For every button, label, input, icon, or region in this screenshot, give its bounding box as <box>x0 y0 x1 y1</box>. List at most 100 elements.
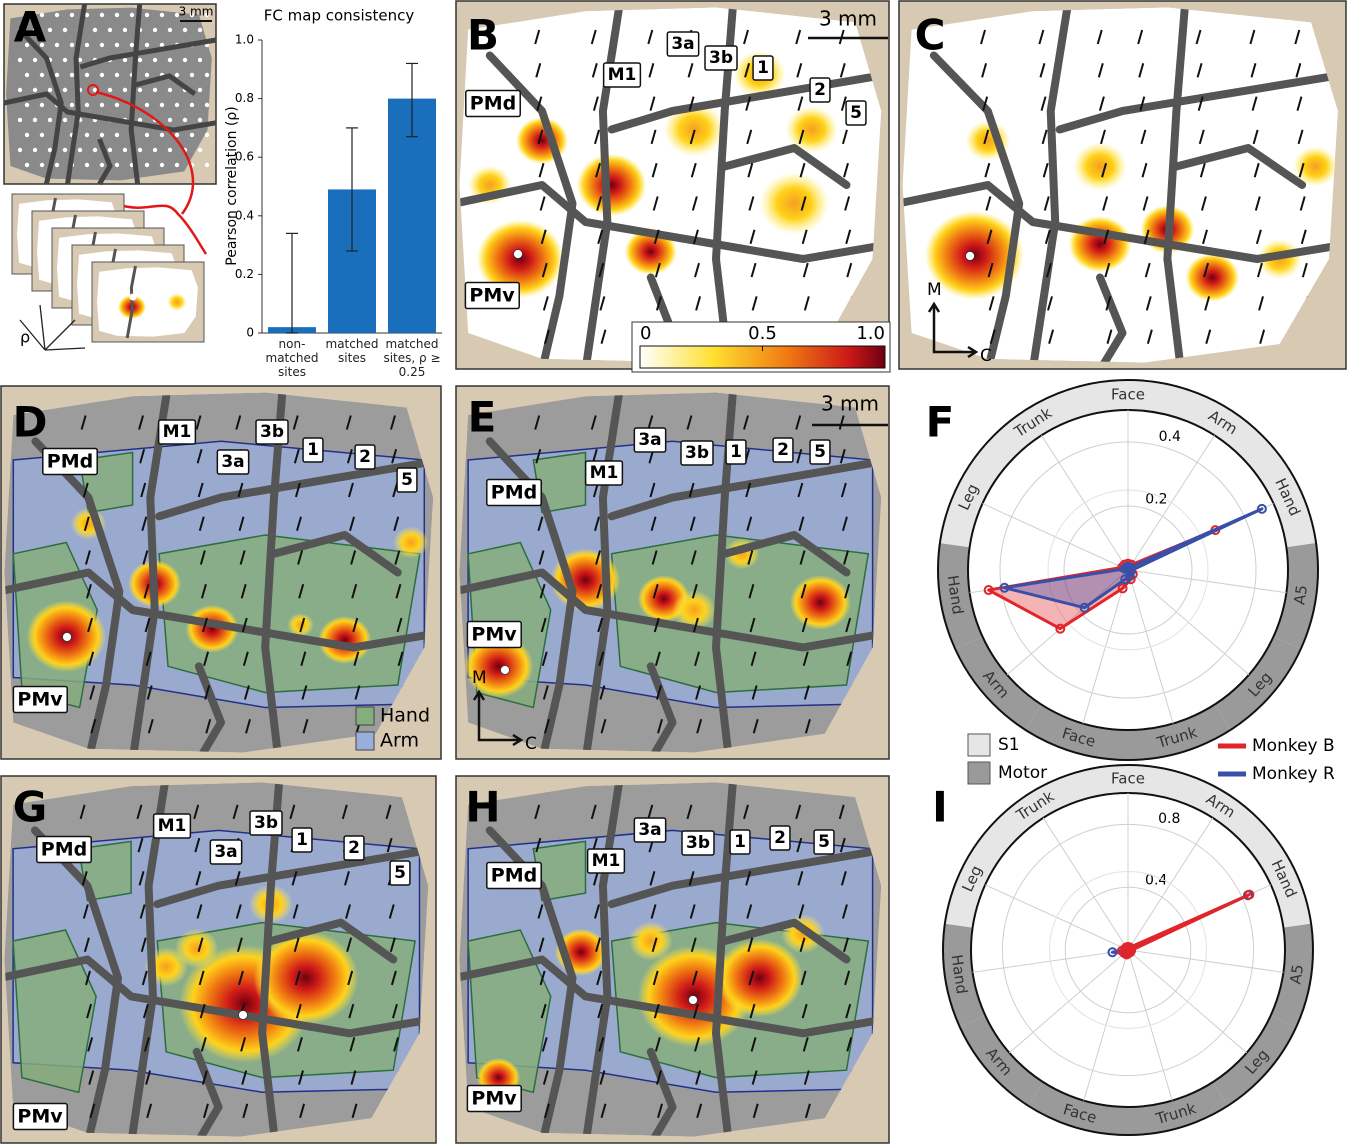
electrode-site <box>138 148 142 152</box>
electrode-site <box>85 43 89 47</box>
electrode-site <box>40 103 44 107</box>
activation-blob <box>716 939 803 1017</box>
x-tick-label: non-matched sites <box>260 337 324 379</box>
y-tick-label: 0.6 <box>235 150 254 164</box>
activation-blob <box>1069 216 1132 273</box>
electrode-site <box>138 58 142 62</box>
electrode-site <box>55 13 59 17</box>
seed-point <box>501 666 510 675</box>
r-tick-label: 0.2 <box>1145 491 1167 507</box>
area-label: 3a <box>638 430 661 450</box>
area-label: PMv <box>471 624 517 646</box>
x-tick-label-box: matched sites, ρ ≥ 0.25 <box>380 337 444 393</box>
electrode-site <box>168 88 172 92</box>
area-label: M1 <box>163 422 192 442</box>
electrode-site <box>190 73 194 77</box>
area-label: 3a <box>214 842 237 862</box>
seed-point <box>689 996 698 1005</box>
electrode-site <box>198 58 202 62</box>
orientation-label: M <box>927 280 942 300</box>
electrode-site <box>93 148 97 152</box>
electrode-site <box>145 103 149 107</box>
electrode-site <box>100 163 104 167</box>
colorbar-tick-label: 1.0 <box>856 323 885 344</box>
figure: ρ3 mm3 mm3 mm3a3bM11PMd25PMvM13b1PMd3a25… <box>0 0 1357 1144</box>
area-label: 5 <box>814 442 826 462</box>
electrode-site <box>130 43 134 47</box>
electrode-site <box>48 88 52 92</box>
category-label: A5 <box>1290 584 1311 606</box>
electrode-site <box>198 88 202 92</box>
electrode-site <box>205 133 209 137</box>
activation-blob <box>1185 253 1239 301</box>
electrode-site <box>123 148 127 152</box>
area-label: 3a <box>671 34 694 54</box>
activation-blob <box>629 921 673 960</box>
electrode-site <box>40 133 44 137</box>
electrode-site <box>123 58 127 62</box>
electrode-site <box>70 73 74 77</box>
electrode-site <box>70 43 74 47</box>
area-label: PMd <box>47 451 93 473</box>
electrode-site <box>198 148 202 152</box>
electrode-site <box>18 58 22 62</box>
area-label: 2 <box>359 447 371 467</box>
electrode-site <box>183 118 187 122</box>
electrode-site <box>168 118 172 122</box>
electrode-site <box>108 28 112 32</box>
electrode-site <box>25 73 29 77</box>
legend-swatch <box>356 707 374 725</box>
legend-swatch <box>968 734 990 756</box>
electrode-site <box>153 28 157 32</box>
legend-swatch <box>968 762 990 784</box>
electrode-site <box>145 43 149 47</box>
electrode-site <box>100 43 104 47</box>
electrode-site <box>123 28 127 32</box>
electrode-site <box>33 118 37 122</box>
y-tick-label: 0.8 <box>235 91 254 105</box>
area-label: 3b <box>254 813 278 833</box>
electrode-site <box>100 133 104 137</box>
electrode-site <box>40 73 44 77</box>
electrode-site <box>63 58 67 62</box>
legend-label: Monkey B <box>1252 736 1335 756</box>
area-label: 3b <box>686 833 710 853</box>
electrode-site <box>115 163 119 167</box>
y-tick-label: 0 <box>246 326 254 340</box>
panel-letter: A <box>14 3 47 52</box>
area-label: 1 <box>307 440 319 460</box>
colorbar-tick-label: 0 <box>640 323 651 344</box>
series-polygon <box>1122 895 1250 955</box>
panel-letter: I <box>932 783 948 832</box>
colorbar-tick-label: 0.5 <box>748 323 777 344</box>
y-axis-label: Pearson correlation (ρ) <box>224 106 240 265</box>
area-label: 3b <box>685 443 709 463</box>
electrode-site <box>70 13 74 17</box>
area-label: 1 <box>734 832 746 852</box>
electrode-site <box>85 133 89 137</box>
seed-point <box>514 250 523 259</box>
electrode-site <box>205 103 209 107</box>
x-tick-label-box: non-matched sites <box>260 337 324 393</box>
electrode-site <box>115 43 119 47</box>
electrode-site <box>55 163 59 167</box>
area-label: M1 <box>592 851 621 871</box>
electrode-site <box>25 103 29 107</box>
r-tick-label: 0.8 <box>1158 811 1180 827</box>
area-label: 5 <box>401 470 413 490</box>
category-label: A5 <box>1286 963 1307 985</box>
scale-label: 3 mm <box>819 7 877 31</box>
electrode-site <box>25 133 29 137</box>
r-tick-label: 0.4 <box>1159 429 1181 445</box>
electrode-site <box>168 28 172 32</box>
electrode-site <box>108 148 112 152</box>
electrode-site <box>100 13 104 17</box>
area-label: M1 <box>590 463 619 483</box>
scale-label: 3 mm <box>179 5 214 19</box>
electrode-site <box>175 73 179 77</box>
activation-blob <box>760 172 830 235</box>
x-tick-label-box: matched sites <box>320 337 384 393</box>
electrode-site <box>40 163 44 167</box>
area-label: 5 <box>850 103 862 123</box>
electrode-site <box>160 163 164 167</box>
